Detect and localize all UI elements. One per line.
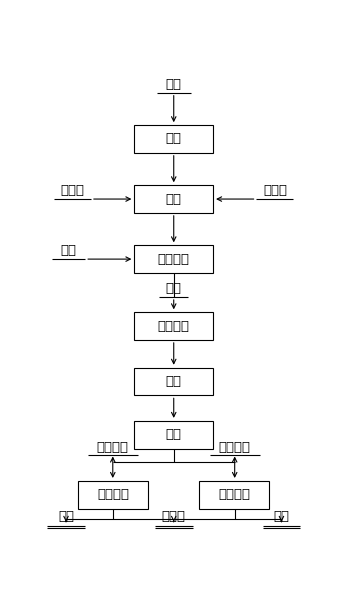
Text: 脱水干燥: 脱水干燥 <box>218 488 250 501</box>
Text: 球磨: 球磨 <box>166 375 182 388</box>
Text: 翦砂: 翦砂 <box>166 282 182 295</box>
Text: 澄清水: 澄清水 <box>162 511 186 523</box>
Bar <box>79 481 148 509</box>
Text: 尾矿矿浆: 尾矿矿浆 <box>219 440 251 454</box>
Text: 脱水干燥: 脱水干燥 <box>97 488 129 501</box>
Text: 水淣冷却: 水淣冷却 <box>158 320 190 332</box>
Text: 助溶剂: 助溶剂 <box>263 184 287 197</box>
Bar <box>134 125 213 153</box>
Text: 微波翦烧: 微波翦烧 <box>158 253 190 266</box>
Text: 破碎: 破碎 <box>166 133 182 145</box>
Text: 还原剂: 还原剂 <box>61 184 85 197</box>
Bar <box>134 185 213 213</box>
Bar <box>134 245 213 273</box>
Text: 精矿矿浆: 精矿矿浆 <box>97 440 129 454</box>
Text: 烟气: 烟气 <box>61 244 77 257</box>
Text: 搅拌: 搅拌 <box>166 193 182 206</box>
Bar <box>134 312 213 340</box>
Text: 尾矿: 尾矿 <box>274 511 290 523</box>
Bar <box>134 421 213 449</box>
Text: 磁选: 磁选 <box>166 428 182 441</box>
Bar <box>199 481 269 509</box>
Text: 精矿: 精矿 <box>58 511 74 523</box>
Text: 原矿: 原矿 <box>166 78 182 91</box>
Bar <box>134 368 213 395</box>
